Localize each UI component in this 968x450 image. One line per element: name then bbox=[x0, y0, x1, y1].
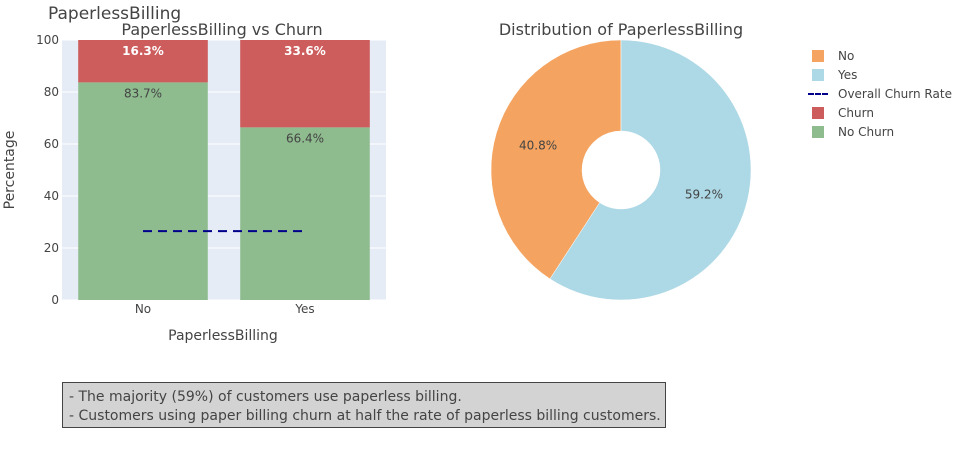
legend-swatch bbox=[812, 125, 824, 138]
pie-slices bbox=[490, 39, 752, 301]
bar-no-churn bbox=[78, 82, 208, 300]
pie-slice-labels: 40.8% 59.2% bbox=[519, 138, 723, 201]
legend-label: No Churn bbox=[838, 124, 895, 139]
y-tick-label: 40 bbox=[44, 189, 59, 203]
legend-item-overall-churn-rate[interactable]: Overall Churn Rate bbox=[808, 84, 952, 103]
legend-item-yes[interactable]: Yes bbox=[808, 65, 952, 84]
legend-swatch bbox=[812, 49, 824, 62]
legend-label: Churn bbox=[838, 105, 874, 120]
figure-title: PaperlessBilling bbox=[48, 4, 182, 24]
legend-label: No bbox=[838, 48, 855, 63]
bar-data-label: 83.7% bbox=[124, 86, 162, 100]
bar-chart-title: PaperlessBilling vs Churn bbox=[121, 20, 322, 39]
legend: No Yes Overall Churn Rate Churn No Churn bbox=[808, 46, 952, 141]
pie-chart-title: Distribution of PaperlessBilling bbox=[499, 20, 743, 39]
pie-slice-label: 40.8% bbox=[519, 138, 557, 152]
x-axis-ticks: No Yes bbox=[135, 302, 315, 316]
bar-data-label: 66.4% bbox=[286, 131, 324, 145]
pie-slice-no bbox=[490, 39, 622, 280]
y-tick-label: 20 bbox=[44, 241, 59, 255]
y-tick-label: 80 bbox=[44, 85, 59, 99]
bar-chart: PaperlessBilling vs Churn 83.7% 16.3% 66.4… bbox=[2, 20, 386, 344]
bar-data-labels: 83.7% 16.3% 66.4% 33.6% bbox=[122, 44, 326, 145]
pie-chart: Distribution of PaperlessBilling 40.8% 59… bbox=[490, 20, 752, 301]
y-tick-label: 0 bbox=[51, 293, 59, 307]
legend-swatch bbox=[808, 92, 828, 95]
insight-line-1: - The majority (59%) of customers use pa… bbox=[69, 389, 462, 405]
x-axis-label: PaperlessBilling bbox=[168, 328, 278, 344]
pie-slice-label: 59.2% bbox=[685, 188, 723, 202]
insight-note-box: - The majority (59%) of customers use pa… bbox=[62, 382, 666, 428]
x-tick-label: No bbox=[135, 302, 151, 316]
legend-item-no-churn[interactable]: No Churn bbox=[808, 122, 952, 141]
bar-data-label: 16.3% bbox=[122, 44, 164, 58]
legend-item-no[interactable]: No bbox=[808, 46, 952, 65]
y-axis-label: Percentage bbox=[2, 131, 18, 210]
bar-data-label: 33.6% bbox=[284, 44, 326, 58]
y-tick-label: 60 bbox=[44, 137, 59, 151]
insight-line-2: - Customers using paper billing churn at… bbox=[69, 408, 661, 424]
legend-label: Yes bbox=[838, 67, 858, 82]
bar-churn bbox=[78, 40, 208, 83]
bar-series bbox=[78, 40, 370, 300]
legend-swatch bbox=[812, 68, 824, 81]
legend-swatch bbox=[812, 106, 824, 119]
legend-item-churn[interactable]: Churn bbox=[808, 103, 952, 122]
x-tick-label: Yes bbox=[294, 302, 314, 316]
pie-slice-yes bbox=[549, 39, 752, 301]
legend-label: Overall Churn Rate bbox=[838, 86, 952, 101]
bar-no-churn bbox=[240, 127, 370, 300]
bar-churn bbox=[240, 40, 370, 128]
y-tick-label: 100 bbox=[36, 33, 59, 47]
y-axis-ticks: 0 20 40 60 80 100 bbox=[36, 33, 59, 307]
